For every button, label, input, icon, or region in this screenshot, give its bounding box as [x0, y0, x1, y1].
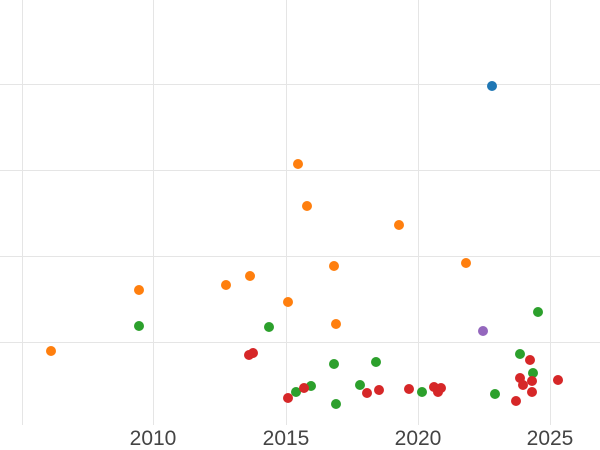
vertical-gridline — [22, 0, 23, 425]
data-point-red[interactable] — [553, 375, 563, 385]
data-point-red[interactable] — [248, 348, 258, 358]
data-point-orange[interactable] — [293, 159, 303, 169]
data-point-orange[interactable] — [46, 346, 56, 356]
data-point-green[interactable] — [355, 380, 365, 390]
horizontal-gridline — [0, 170, 600, 171]
data-point-orange[interactable] — [302, 201, 312, 211]
data-point-orange[interactable] — [329, 261, 339, 271]
x-tick-label: 2025 — [526, 427, 574, 450]
data-point-red[interactable] — [436, 383, 446, 393]
data-point-green[interactable] — [417, 387, 427, 397]
data-point-red[interactable] — [525, 355, 535, 365]
data-point-orange[interactable] — [221, 280, 231, 290]
data-point-green[interactable] — [264, 322, 274, 332]
data-point-red[interactable] — [515, 373, 525, 383]
data-point-green[interactable] — [533, 307, 543, 317]
data-point-blue[interactable] — [487, 81, 497, 91]
data-point-red[interactable] — [527, 387, 537, 397]
x-tick-label: 2020 — [394, 427, 442, 450]
data-point-green[interactable] — [528, 368, 538, 378]
data-point-orange[interactable] — [394, 220, 404, 230]
horizontal-gridline — [0, 256, 600, 257]
vertical-gridline — [418, 0, 419, 425]
data-point-green[interactable] — [329, 359, 339, 369]
x-tick-label: 2015 — [262, 427, 310, 450]
data-point-green[interactable] — [291, 387, 301, 397]
data-point-orange[interactable] — [245, 271, 255, 281]
data-point-red[interactable] — [283, 393, 293, 403]
vertical-gridline — [153, 0, 154, 425]
data-point-purple[interactable] — [478, 326, 488, 336]
vertical-gridline — [286, 0, 287, 425]
data-point-green[interactable] — [371, 357, 381, 367]
data-point-green[interactable] — [490, 389, 500, 399]
data-point-red[interactable] — [527, 376, 537, 386]
data-point-orange[interactable] — [461, 258, 471, 268]
data-point-red[interactable] — [518, 380, 528, 390]
vertical-gridline — [550, 0, 551, 425]
x-tick-label: 2010 — [129, 427, 177, 450]
horizontal-gridline — [0, 84, 600, 85]
data-point-green[interactable] — [134, 321, 144, 331]
data-point-red[interactable] — [374, 385, 384, 395]
data-point-orange[interactable] — [331, 319, 341, 329]
data-point-red[interactable] — [404, 384, 414, 394]
data-point-green[interactable] — [331, 399, 341, 409]
data-point-green[interactable] — [515, 349, 525, 359]
data-point-orange[interactable] — [134, 285, 144, 295]
data-point-red[interactable] — [511, 396, 521, 406]
data-point-orange[interactable] — [283, 297, 293, 307]
data-point-red[interactable] — [362, 388, 372, 398]
data-point-red[interactable] — [299, 383, 309, 393]
data-point-green[interactable] — [306, 381, 316, 391]
horizontal-gridline — [0, 342, 600, 343]
